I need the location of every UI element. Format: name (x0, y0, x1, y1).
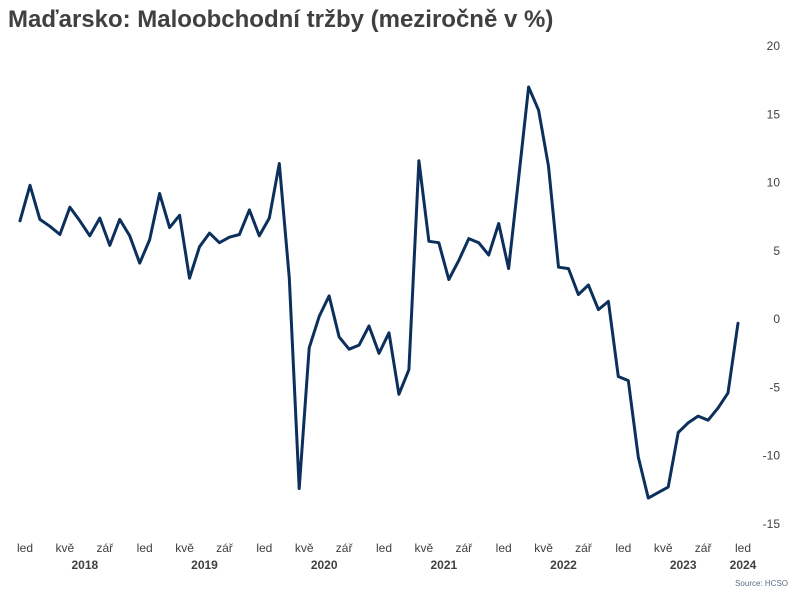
x-tick-label: led (735, 541, 751, 555)
y-tick-label: 5 (773, 244, 780, 258)
x-tick-label: kvě (415, 541, 434, 555)
x-tick-label: led (615, 541, 631, 555)
year-label: 2024 (730, 558, 757, 572)
x-tick-label: zář (96, 541, 114, 555)
y-tick-label: 20 (767, 39, 781, 53)
year-label: 2022 (550, 558, 577, 572)
year-label: 2021 (430, 558, 457, 572)
x-tick-label: kvě (534, 541, 553, 555)
x-tick-label: zář (695, 541, 713, 555)
x-tick-label: led (496, 541, 512, 555)
y-tick-label: 0 (773, 312, 780, 326)
x-axis-years: 2018 2019 2020 2021 2022 2023 2024 (71, 558, 756, 572)
source-note: Source: HCSO (735, 579, 788, 588)
x-tick-label: zář (336, 541, 354, 555)
y-axis: 20 15 10 5 0 -5 -10 -15 (763, 39, 781, 531)
y-tick-label: -10 (763, 449, 781, 463)
x-tick-label: kvě (654, 541, 673, 555)
y-tick-label: -15 (763, 517, 781, 531)
y-tick-label: 10 (767, 176, 781, 190)
x-tick-label: kvě (295, 541, 314, 555)
x-tick-label: zář (575, 541, 593, 555)
year-label: 2020 (311, 558, 338, 572)
year-label: 2018 (71, 558, 98, 572)
x-tick-label: zář (455, 541, 473, 555)
x-tick-label: led (17, 541, 33, 555)
year-label: 2023 (670, 558, 697, 572)
x-tick-label: led (137, 541, 153, 555)
chart-title: Maďarsko: Maloobchodní tržby (meziročně … (8, 6, 554, 33)
x-tick-label: kvě (175, 541, 194, 555)
x-tick-label: led (376, 541, 392, 555)
x-axis: led kvě zář led kvě zář led kvě zář led kvě zář led k… (17, 541, 751, 555)
x-tick-label: kvě (56, 541, 75, 555)
x-tick-label: zář (216, 541, 234, 555)
x-tick-label: led (256, 541, 272, 555)
y-tick-label: -5 (769, 380, 780, 394)
series-line (18, 85, 740, 500)
year-label: 2019 (191, 558, 218, 572)
y-tick-label: 15 (767, 107, 781, 121)
